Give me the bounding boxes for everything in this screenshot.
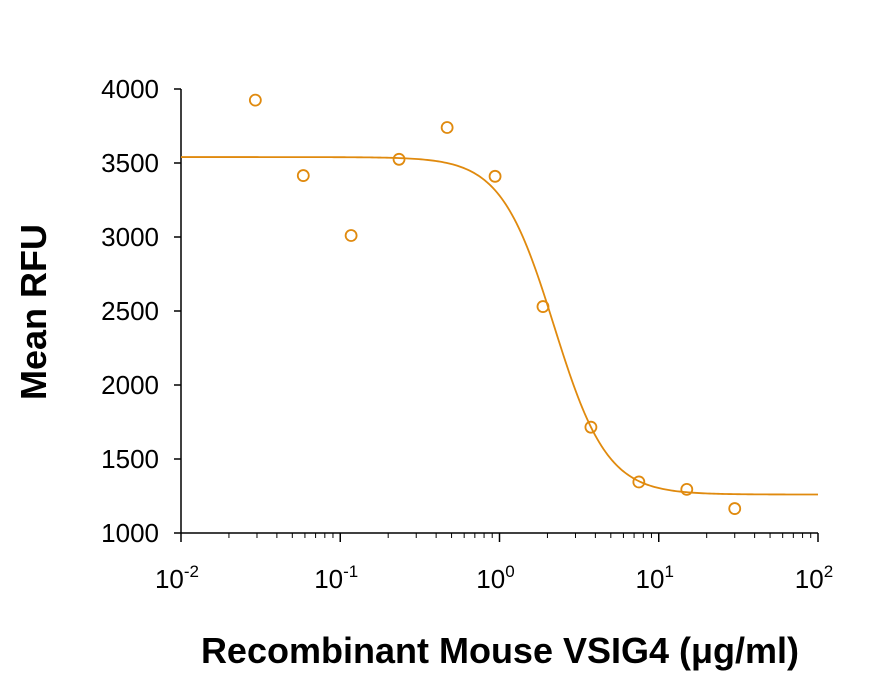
y-tick-label: 2500 <box>101 296 159 326</box>
x-tick-label: 101 <box>636 562 674 594</box>
data-point <box>248 93 262 107</box>
y-axis-label: Mean RFU <box>13 224 54 400</box>
x-tick-label: 102 <box>795 562 833 594</box>
data-point <box>584 420 598 434</box>
y-tick-label: 2000 <box>101 370 159 400</box>
data-point <box>632 475 646 489</box>
y-tick-label: 1000 <box>101 518 159 548</box>
y-tick-label: 4000 <box>101 74 159 104</box>
y-tick-label: 3500 <box>101 148 159 178</box>
y-tick-label: 3000 <box>101 222 159 252</box>
x-tick-label: 100 <box>476 562 514 594</box>
axes: 1000 1500 2000 2500 3000 3500 4000 10-2 10-1 100 1… <box>101 74 833 594</box>
data-point <box>392 152 406 166</box>
x-tick-label: 10-1 <box>314 562 358 594</box>
data-point <box>728 502 742 515</box>
data-point <box>488 169 502 183</box>
data-point <box>296 169 310 182</box>
data-point <box>440 121 454 134</box>
y-tick-label: 1500 <box>101 444 159 474</box>
data-point <box>536 300 550 313</box>
data-point <box>344 229 358 242</box>
x-axis-label: Recombinant Mouse VSIG4 (μg/ml) <box>201 630 799 671</box>
x-tick-label: 10-2 <box>155 562 199 594</box>
fit-curve-layer <box>181 156 818 496</box>
data-points-layer <box>248 93 742 515</box>
data-point <box>680 482 694 496</box>
fit-curve <box>181 156 818 496</box>
